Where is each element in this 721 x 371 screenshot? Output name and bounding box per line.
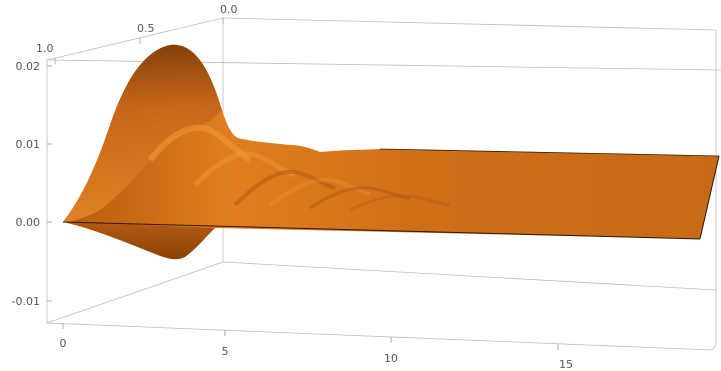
y-tick-label: 1.0 bbox=[36, 42, 54, 55]
z-tick-label: 0.02 bbox=[16, 60, 41, 73]
x-tick-label: 0 bbox=[60, 337, 67, 350]
y-tick-label: 0.5 bbox=[137, 22, 155, 35]
x-tick-label: 10 bbox=[384, 352, 398, 365]
y-tick-label: 0.0 bbox=[220, 3, 238, 16]
surface bbox=[62, 44, 720, 260]
surface-underside bbox=[63, 222, 215, 260]
plot-box bbox=[46, 17, 721, 351]
surface-ripples bbox=[147, 124, 252, 163]
x-axis: 0 5 10 15 bbox=[60, 323, 573, 371]
z-axis: 0.02 0.01 0.00 -0.01 bbox=[12, 60, 52, 308]
z-tick-label: 0.01 bbox=[16, 138, 41, 151]
z-tick-label: -0.01 bbox=[12, 295, 40, 308]
surface-front-edge bbox=[62, 221, 701, 240]
z-tick-label: 0.00 bbox=[16, 216, 41, 229]
surface-peak bbox=[63, 44, 222, 222]
surface-sheet bbox=[63, 44, 719, 239]
y-axis: 0.0 0.5 1.0 bbox=[36, 3, 238, 64]
x-tick-label: 15 bbox=[559, 358, 573, 371]
x-tick-label: 5 bbox=[222, 345, 229, 358]
